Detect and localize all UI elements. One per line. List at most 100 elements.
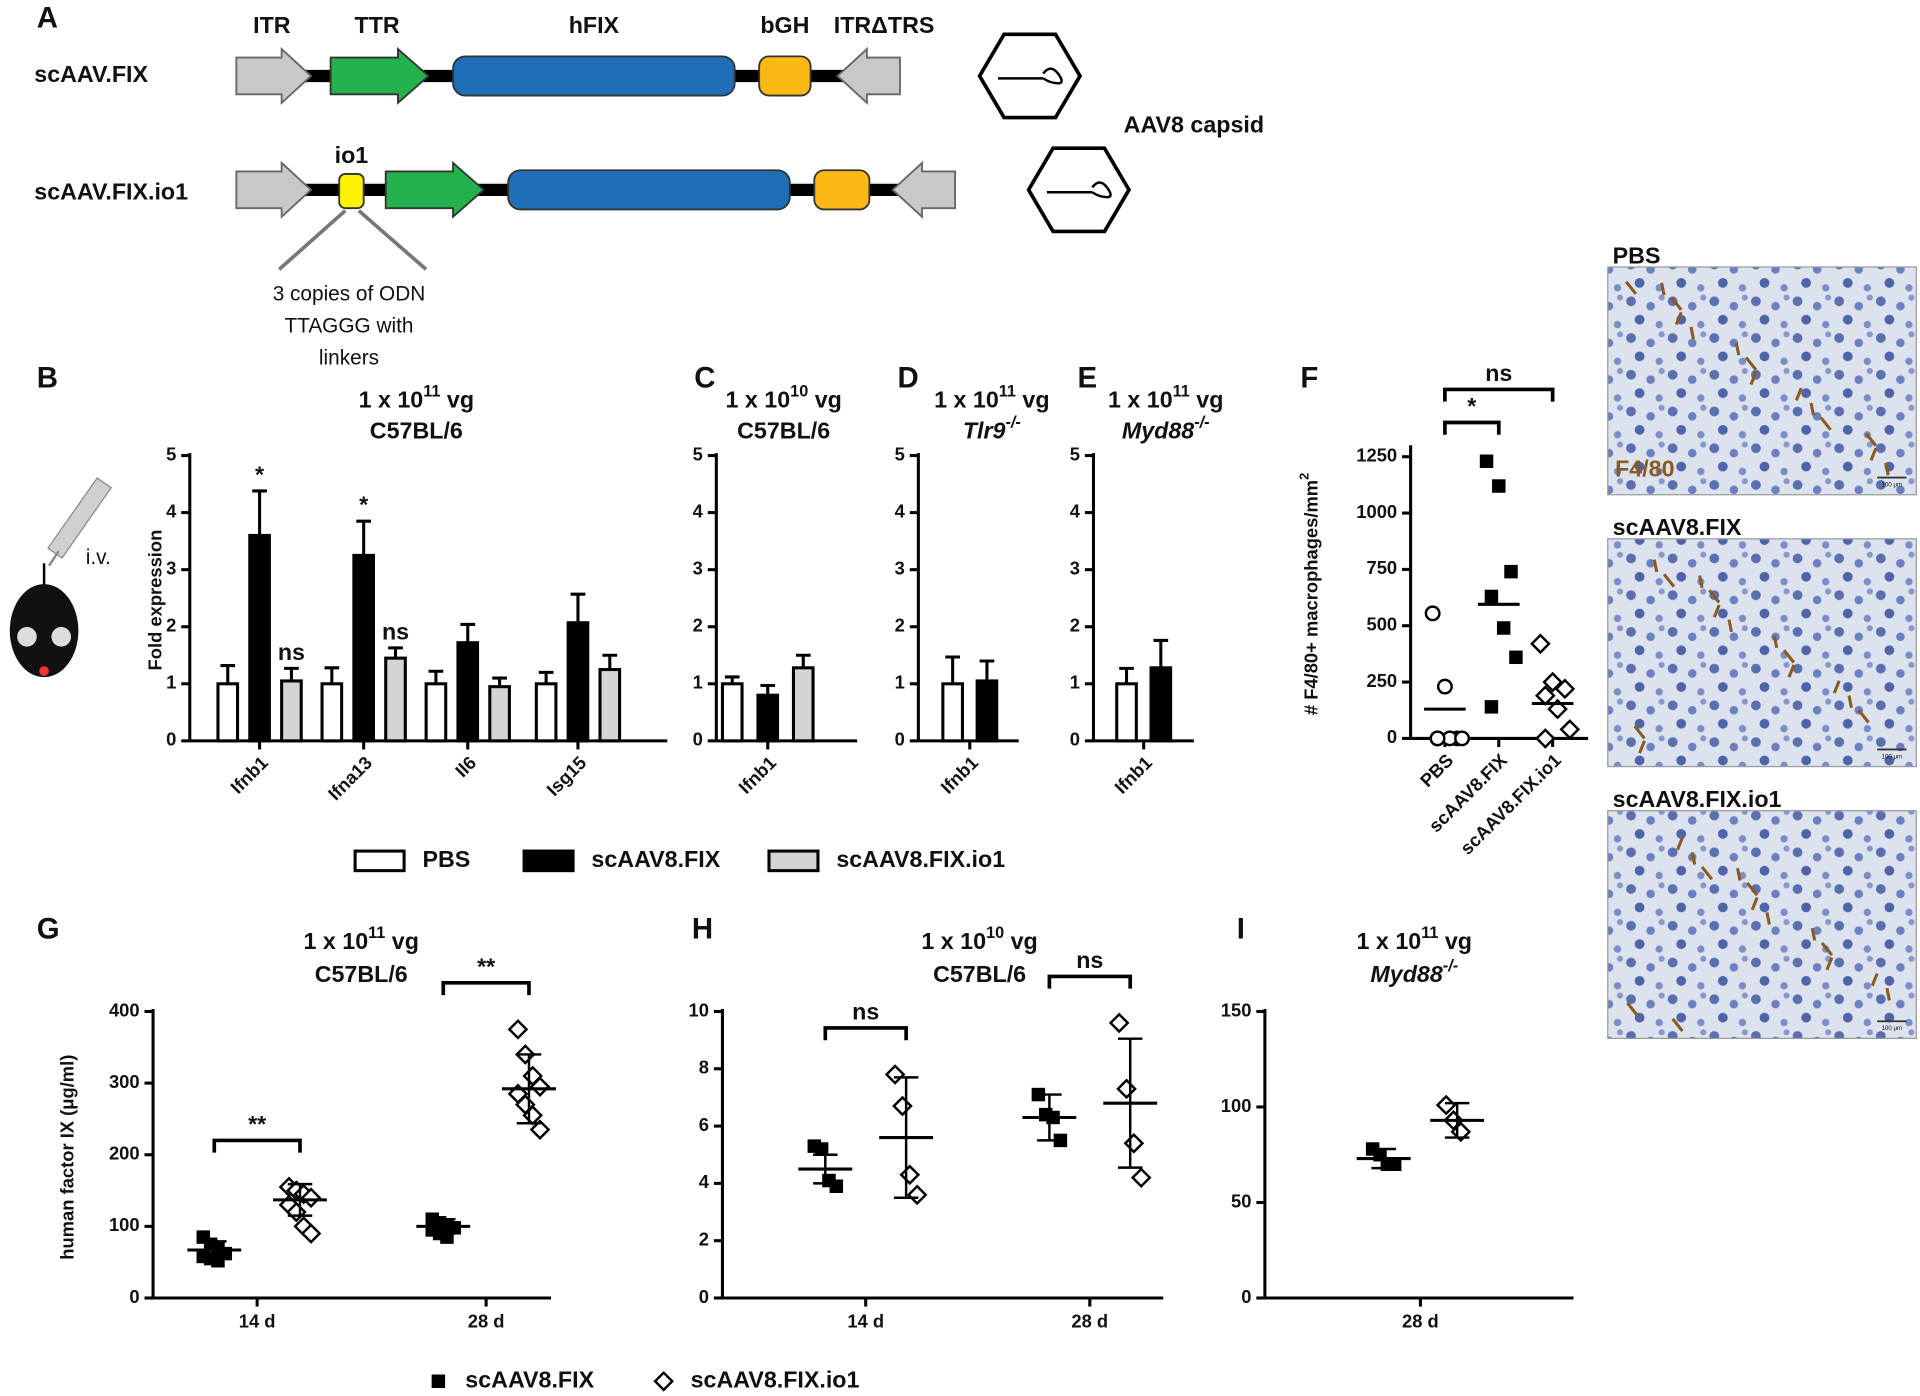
mouse-ear [51, 626, 72, 647]
point [431, 1374, 446, 1388]
y-tick-label: 0 [1070, 729, 1080, 750]
bar [320, 682, 344, 743]
point [653, 1370, 674, 1392]
x-tick-label: 28 d [1071, 1310, 1108, 1331]
y-tick-label: 3 [895, 558, 905, 579]
capsid [977, 32, 1083, 120]
stained-cell [1670, 296, 1683, 311]
chart-title: 1 x 1011 vg [359, 383, 474, 413]
point [1492, 479, 1506, 493]
stained-cell [1676, 837, 1684, 851]
y-tick-label: 1 [1070, 672, 1080, 693]
y-tick-label: 0 [699, 1286, 709, 1307]
error-bar [760, 683, 776, 696]
significance-label: ns [1485, 360, 1512, 386]
y-tick-label: 1250 [1356, 445, 1397, 466]
y-tick-label: 1 [166, 672, 176, 693]
panel-letter: F [1300, 361, 1318, 394]
chart-subtitle: Myd88-/- [1370, 957, 1458, 987]
x-tick-label: PBS [1416, 749, 1458, 791]
stained-cell [1736, 867, 1742, 881]
error-bar [1119, 666, 1134, 684]
insert-note: linkers [319, 346, 379, 369]
x-tick-label: scAAV8.FIX.io1 [1456, 749, 1565, 858]
panel-letter: G [37, 912, 60, 945]
x-tick-label: 14 d [847, 1310, 884, 1331]
stained-cell [1870, 972, 1879, 987]
y-tick-label: 3 [1070, 558, 1080, 579]
stained-cell [1864, 432, 1878, 447]
x-tick-label: 28 d [468, 1310, 505, 1331]
stained-cell [1708, 589, 1721, 604]
mouse-ear [17, 626, 37, 647]
y-tick-label: 100 [109, 1214, 140, 1235]
y-tick-label: 2 [1070, 615, 1080, 636]
significance-label: ns [1076, 947, 1103, 973]
significance-bracket [1047, 974, 1133, 989]
stained-cell [1674, 311, 1683, 326]
io1-insert [338, 172, 365, 210]
y-tick-label: 5 [166, 443, 176, 464]
stained-cell [1885, 987, 1891, 1001]
callout-line [277, 209, 347, 271]
text-segment: Myd88 [1370, 961, 1442, 987]
bar [1149, 666, 1173, 743]
point [1429, 730, 1446, 747]
stained-cell [1744, 356, 1758, 371]
text-segment: -/- [1443, 957, 1458, 975]
text-segment: vg [440, 387, 474, 413]
mouse-nose [39, 666, 49, 676]
stained-cell [1772, 635, 1779, 649]
error-bar [284, 666, 299, 681]
significance-bracket [212, 1138, 302, 1153]
point [814, 1142, 829, 1156]
construct-name: scAAV.FIX [34, 61, 148, 87]
y-tick-label: 200 [109, 1143, 140, 1164]
capsid [1026, 146, 1132, 234]
ttr [384, 160, 486, 219]
text-segment: 1 x 10 [934, 387, 999, 413]
text-segment: 11 [1421, 924, 1438, 942]
y-tick-label: 250 [1367, 670, 1398, 691]
legend-label: PBS [422, 846, 470, 872]
stained-cell [1825, 957, 1834, 971]
bar [384, 656, 407, 743]
text-segment: vg [1438, 928, 1472, 954]
error-bar [460, 622, 476, 643]
itr-dtrs [836, 46, 901, 105]
y-tick-label: 3 [166, 558, 176, 579]
legend-swatch [522, 849, 575, 873]
point [300, 1187, 322, 1209]
hfix [452, 55, 736, 97]
significance-bracket [1443, 420, 1501, 435]
y-tick-label: 2 [699, 1229, 709, 1250]
x-tick-label: 14 d [239, 1310, 276, 1331]
y-tick-label: 4 [166, 500, 177, 521]
point [884, 1064, 906, 1085]
point [1554, 678, 1576, 700]
injection-label: i.v. [86, 546, 111, 569]
chart-title: 1 x 1011 vg [303, 924, 418, 954]
bar [280, 679, 303, 743]
y-tick-label: 300 [109, 1071, 140, 1092]
element-label: ITR [253, 12, 291, 38]
stained-cell [1734, 342, 1741, 356]
stained-cell [1746, 881, 1759, 897]
stained-cell [1638, 740, 1646, 754]
text-segment: 11 [999, 383, 1016, 401]
itr [235, 46, 313, 105]
point [300, 1223, 322, 1244]
element-label: TTR [355, 12, 400, 38]
chart-title: 1 x 1011 vg [1357, 924, 1472, 954]
bar [566, 621, 590, 743]
significance-label: * [255, 461, 265, 487]
micrograph-label: scAAV8.FIX [1613, 514, 1742, 540]
x-tick-label: Ifnb1 [1110, 752, 1156, 798]
stained-cell [1765, 911, 1771, 925]
significance-label: * [1467, 393, 1477, 419]
y-tick-label: 0 [693, 729, 703, 750]
stained-cell [1884, 462, 1890, 476]
text-segment: 1 x 10 [726, 387, 791, 413]
y-tick-label: 5 [895, 443, 905, 464]
hfix [507, 169, 791, 211]
